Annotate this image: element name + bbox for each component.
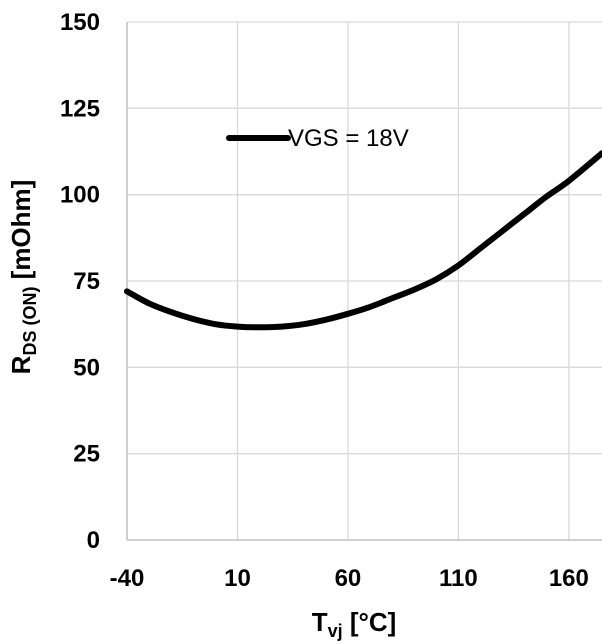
- tick-labels: -40 10 60 110 160 0 25 50 75 100 125 150: [60, 9, 589, 592]
- x-tick-label: 110: [439, 565, 478, 592]
- x-axis-title: Tvj [°C]: [312, 607, 397, 641]
- x-tick-label: -40: [110, 565, 145, 592]
- series-line: [124, 150, 602, 331]
- series-layer: [124, 150, 602, 331]
- y-tick-label: 25: [73, 441, 100, 468]
- legend-label: VGS = 18V: [288, 125, 409, 152]
- y-tick-label: 100: [60, 182, 100, 209]
- x-tick-label: 10: [224, 565, 251, 592]
- axes: [126, 22, 602, 541]
- gridlines: [127, 21, 602, 540]
- x-tick-label: 60: [335, 565, 362, 592]
- y-tick-label: 0: [87, 527, 100, 554]
- y-tick-label: 150: [60, 9, 100, 36]
- y-axis-title: RDS (ON) [mOhm]: [6, 180, 40, 375]
- legend: VGS = 18V: [226, 125, 409, 152]
- y-tick-label: 50: [73, 354, 100, 381]
- y-tick-label: 125: [60, 95, 100, 122]
- y-tick-label: 75: [73, 268, 100, 295]
- x-tick-label: 160: [549, 565, 589, 592]
